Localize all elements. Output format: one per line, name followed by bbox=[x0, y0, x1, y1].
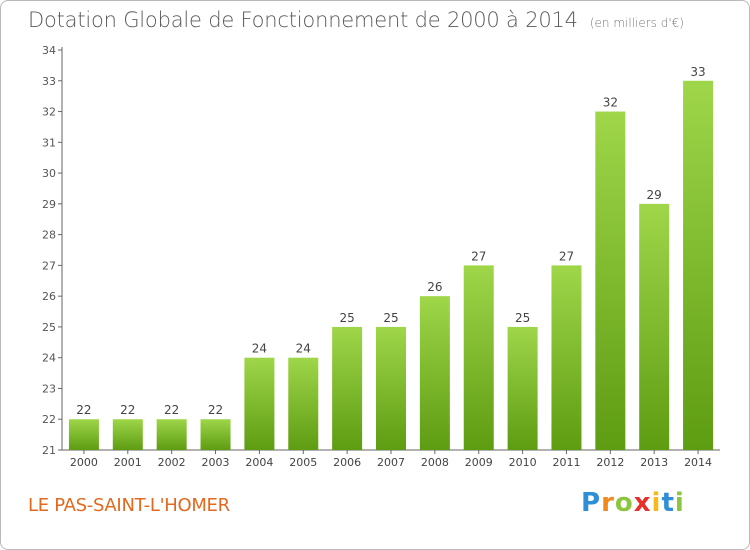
y-tick-label: 24 bbox=[42, 352, 56, 365]
bar-2009 bbox=[463, 265, 494, 450]
bar-value-label: 25 bbox=[515, 311, 530, 325]
bar-2001 bbox=[112, 419, 143, 450]
x-tick-label: 2000 bbox=[70, 456, 98, 469]
y-tick-label: 22 bbox=[42, 413, 56, 426]
x-tick-label: 2001 bbox=[114, 456, 142, 469]
y-tick-label: 29 bbox=[42, 198, 56, 211]
bar-value-label: 29 bbox=[647, 188, 662, 202]
chart-title: Dotation Globale de Fonctionnement de 20… bbox=[28, 8, 684, 32]
x-tick-label: 2006 bbox=[333, 456, 361, 469]
commune-name: LE PAS-SAINT-L'HOMER bbox=[28, 495, 230, 516]
x-tick-label: 2012 bbox=[596, 456, 624, 469]
bar-value-label: 22 bbox=[164, 403, 179, 417]
bar-2008 bbox=[419, 296, 450, 450]
bar-2002 bbox=[156, 419, 187, 450]
logo-letter: x bbox=[633, 488, 652, 518]
y-tick-label: 25 bbox=[42, 321, 56, 334]
logo-letter: o bbox=[614, 488, 634, 518]
bar-value-label: 24 bbox=[252, 342, 267, 356]
bar-2007 bbox=[376, 326, 406, 450]
bar-2013 bbox=[639, 203, 670, 450]
bar-value-label: 25 bbox=[339, 311, 354, 325]
bar-2003 bbox=[200, 419, 231, 450]
bar-value-label: 22 bbox=[208, 403, 223, 417]
x-tick-label: 2003 bbox=[202, 456, 230, 469]
y-tick-label: 28 bbox=[42, 229, 56, 242]
y-tick-label: 26 bbox=[42, 290, 56, 303]
logo-letter: t bbox=[661, 488, 675, 518]
y-tick-label: 27 bbox=[42, 259, 56, 272]
bar-chart: 21 22 23 24 25 26 27 28 29 30 31 32 33 34 22 2000 22 200… bbox=[42, 44, 720, 469]
chart-subtitle: (en milliers d'€) bbox=[589, 16, 684, 30]
bar-2014 bbox=[683, 80, 714, 451]
logo-letter: i bbox=[674, 488, 685, 518]
bar-2005 bbox=[288, 357, 319, 450]
y-tick-label: 21 bbox=[42, 444, 56, 457]
y-tick-label: 32 bbox=[42, 106, 56, 119]
bar-value-label: 26 bbox=[427, 280, 442, 294]
chart-title-text: Dotation Globale de Fonctionnement de 20… bbox=[28, 8, 578, 32]
bar-value-label: 33 bbox=[690, 65, 705, 79]
x-tick-label: 2008 bbox=[421, 456, 449, 469]
logo-letter: P bbox=[581, 488, 602, 518]
bar-value-label: 27 bbox=[471, 249, 486, 263]
logo-letter: i bbox=[651, 488, 662, 518]
bar-value-label: 22 bbox=[76, 403, 91, 417]
x-tick-label: 2005 bbox=[289, 456, 317, 469]
x-tick-label: 2002 bbox=[158, 456, 186, 469]
x-tick-label: 2009 bbox=[465, 456, 493, 469]
bar-2000 bbox=[68, 419, 99, 450]
bar-value-label: 32 bbox=[603, 96, 618, 110]
bar-2006 bbox=[332, 326, 363, 450]
bar-value-label: 25 bbox=[383, 311, 398, 325]
bar-value-label: 27 bbox=[559, 249, 574, 263]
bar-2011 bbox=[551, 265, 582, 450]
logo-letter: r bbox=[601, 488, 615, 518]
y-tick-label: 23 bbox=[42, 382, 56, 395]
x-tick-label: 2011 bbox=[552, 456, 580, 469]
y-tick-label: 34 bbox=[42, 44, 56, 57]
x-tick-label: 2007 bbox=[377, 456, 405, 469]
x-tick-label: 2014 bbox=[684, 456, 712, 469]
bar-2010 bbox=[507, 326, 538, 450]
proxiti-logo: Proxiti bbox=[581, 488, 685, 518]
x-tick-label: 2004 bbox=[245, 456, 273, 469]
bar-value-label: 22 bbox=[120, 403, 135, 417]
y-tick-label: 33 bbox=[42, 75, 56, 88]
y-tick-label: 31 bbox=[42, 136, 56, 149]
x-tick-label: 2013 bbox=[640, 456, 668, 469]
bar-2012 bbox=[595, 111, 626, 451]
y-tick-label: 30 bbox=[42, 167, 56, 180]
x-tick-label: 2010 bbox=[509, 456, 537, 469]
bar-2004 bbox=[244, 357, 275, 450]
bar-value-label: 24 bbox=[296, 342, 311, 356]
